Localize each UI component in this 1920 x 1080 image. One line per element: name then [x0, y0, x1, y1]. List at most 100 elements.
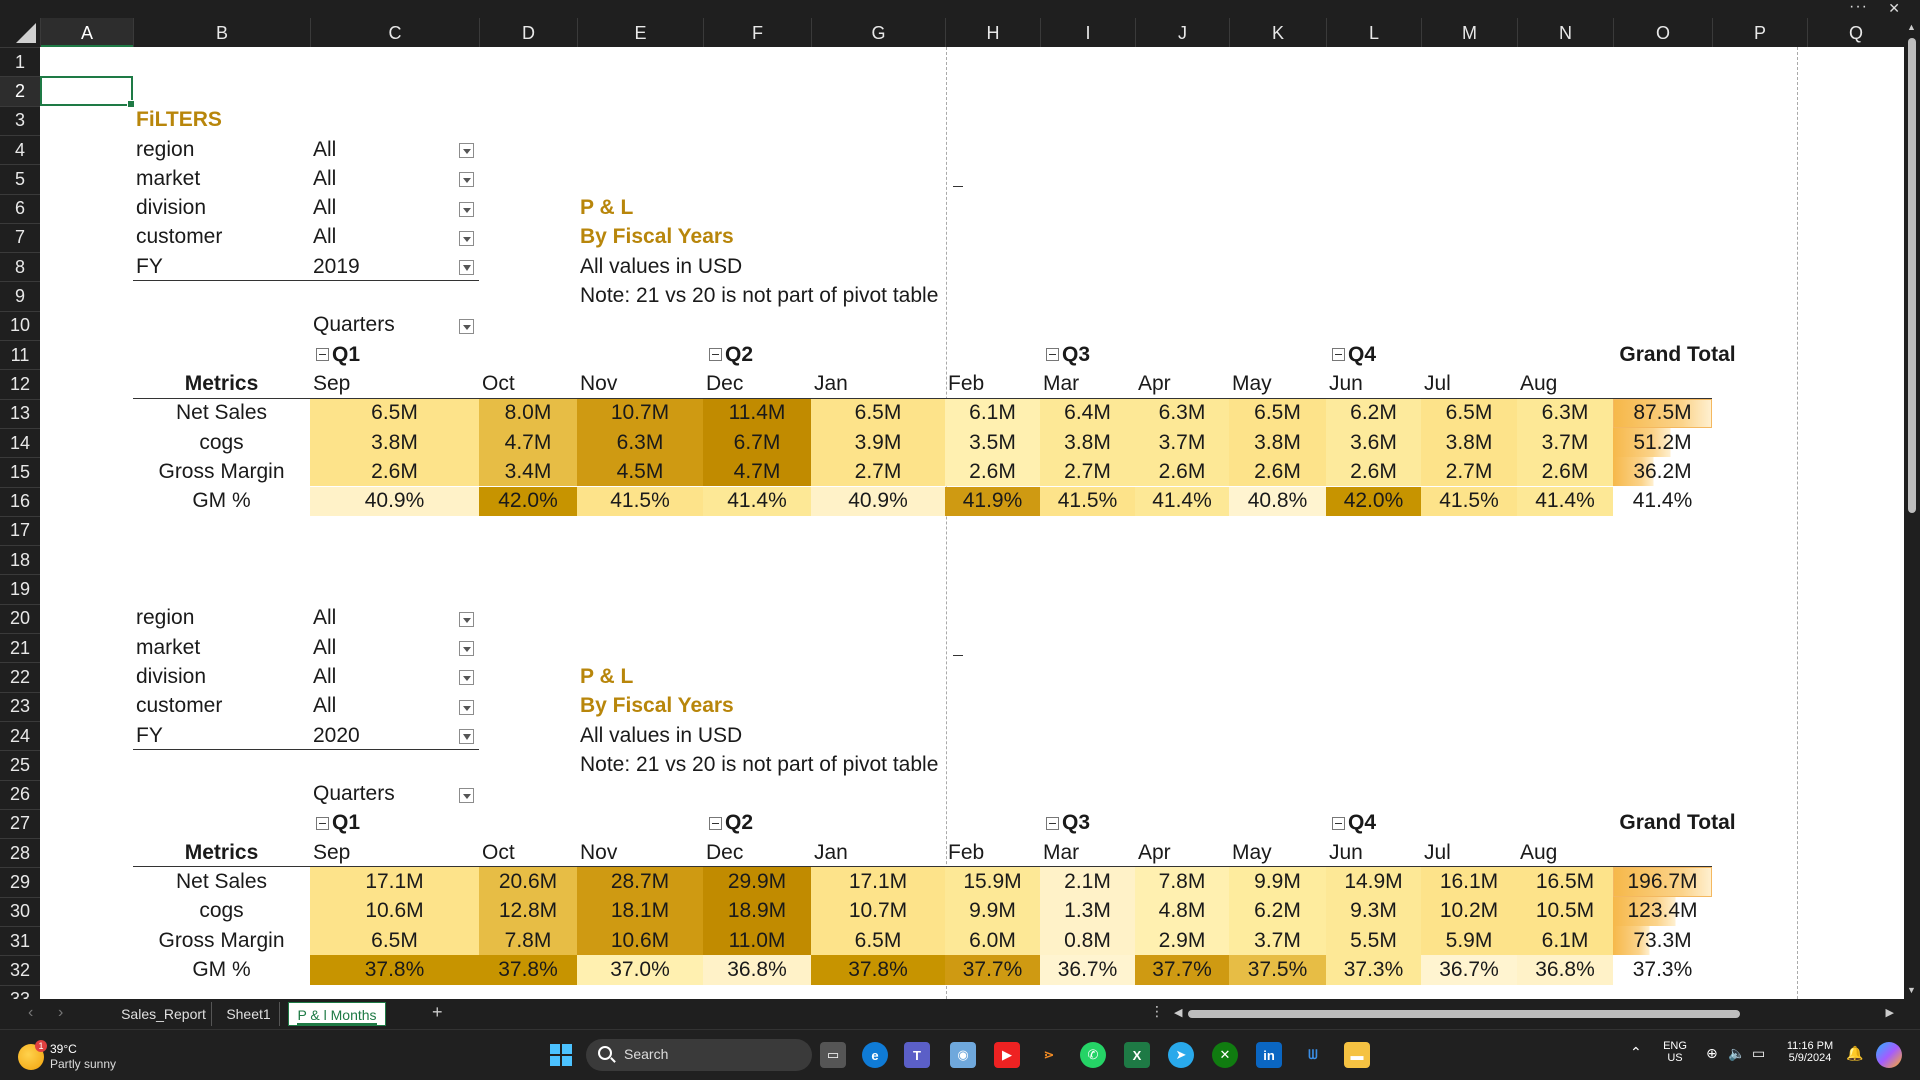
- pivot-value-cell[interactable]: 3.8M: [310, 427, 479, 458]
- pivot-value-cell[interactable]: 3.5M: [945, 427, 1040, 458]
- pivot-value-cell[interactable]: 4.7M: [703, 457, 811, 487]
- row-header-25[interactable]: 25: [0, 750, 40, 779]
- pivot-value-cell[interactable]: 41.4%: [1517, 486, 1613, 516]
- quarters-dropdown-icon[interactable]: [459, 318, 474, 334]
- pivot-value-cell[interactable]: 41.4%: [703, 486, 811, 516]
- pivot-value-cell[interactable]: 4.8M: [1135, 896, 1229, 926]
- pivot-value-cell[interactable]: 41.5%: [1040, 486, 1135, 516]
- xbox-icon[interactable]: ✕: [1212, 1042, 1238, 1068]
- pivot-value-cell[interactable]: 37.3%: [1326, 955, 1421, 985]
- pivot-value-cell[interactable]: 4.7M: [479, 427, 577, 458]
- pivot-value-cell[interactable]: 37.5%: [1229, 955, 1326, 985]
- excel-icon[interactable]: X: [1124, 1042, 1150, 1068]
- pivot-value-cell[interactable]: 10.6M: [310, 896, 479, 926]
- quarter-header-q2[interactable]: Q2: [709, 809, 753, 838]
- quarters-dropdown-icon[interactable]: [459, 787, 474, 803]
- pivot-value-cell[interactable]: 2.7M: [1421, 457, 1517, 487]
- month-header-aug[interactable]: Aug: [1520, 840, 1558, 864]
- row-header-4[interactable]: 4: [0, 134, 40, 164]
- month-header-apr[interactable]: Apr: [1138, 840, 1171, 864]
- quarter-header-q4[interactable]: Q4: [1332, 340, 1376, 369]
- pivot-value-cell[interactable]: 40.9%: [310, 486, 479, 516]
- volume-icon[interactable]: 🔈: [1728, 1045, 1746, 1061]
- month-header-feb[interactable]: Feb: [948, 840, 985, 864]
- pivot-value-cell[interactable]: 6.1M: [945, 398, 1040, 428]
- weather-widget[interactable]: 1 39°C Partly sunny: [18, 1040, 158, 1072]
- row-header-9[interactable]: 9: [0, 281, 40, 310]
- grand-total-value[interactable]: 51.2M: [1613, 427, 1712, 458]
- row-header-1[interactable]: 1: [0, 47, 40, 76]
- pivot-value-cell[interactable]: 6.2M: [1326, 398, 1421, 428]
- pivot-value-cell[interactable]: 6.3M: [577, 427, 703, 458]
- pivot-value-cell[interactable]: 15.9M: [945, 867, 1040, 897]
- pivot-value-cell[interactable]: 2.6M: [945, 457, 1040, 487]
- column-header-n[interactable]: N: [1517, 18, 1613, 47]
- filter-dropdown-icon[interactable]: [459, 670, 474, 686]
- pivot-value-cell[interactable]: 2.6M: [1135, 457, 1229, 487]
- row-header-14[interactable]: 14: [0, 427, 40, 457]
- column-header-f[interactable]: F: [703, 18, 811, 47]
- pivot-value-cell[interactable]: 14.9M: [1326, 867, 1421, 897]
- filter-dropdown-icon[interactable]: [459, 172, 474, 188]
- filter-value-customer[interactable]: All: [313, 225, 337, 249]
- more-options-icon[interactable]: ···: [1849, 0, 1868, 15]
- pivot-value-cell[interactable]: 6.1M: [1517, 926, 1613, 956]
- pivot-value-cell[interactable]: 10.7M: [577, 398, 703, 428]
- pivot-value-cell[interactable]: 16.1M: [1421, 867, 1517, 897]
- collapse-icon[interactable]: [1332, 816, 1345, 830]
- row-header-2[interactable]: 2: [0, 76, 40, 106]
- column-header-i[interactable]: I: [1040, 18, 1135, 47]
- column-header-c[interactable]: C: [310, 18, 479, 47]
- file-explorer-icon[interactable]: ▬: [1344, 1042, 1370, 1068]
- column-header-j[interactable]: J: [1135, 18, 1229, 47]
- pivot-value-cell[interactable]: 11.0M: [703, 926, 811, 956]
- scroll-up-icon[interactable]: ▲: [1907, 22, 1916, 32]
- collapse-icon[interactable]: [316, 816, 329, 830]
- column-header-l[interactable]: L: [1326, 18, 1421, 47]
- pivot-value-cell[interactable]: 5.9M: [1421, 926, 1517, 956]
- month-header-dec[interactable]: Dec: [706, 371, 744, 395]
- column-header-d[interactable]: D: [479, 18, 577, 47]
- month-header-sep[interactable]: Sep: [313, 371, 351, 395]
- pivot-value-cell[interactable]: 10.6M: [577, 926, 703, 956]
- pivot-value-cell[interactable]: 10.7M: [811, 896, 945, 926]
- month-header-may[interactable]: May: [1232, 371, 1272, 395]
- month-header-jul[interactable]: Jul: [1424, 840, 1451, 864]
- row-header-8[interactable]: 8: [0, 252, 40, 281]
- collapse-icon[interactable]: [1046, 816, 1059, 830]
- month-header-apr[interactable]: Apr: [1138, 371, 1171, 395]
- pivot-value-cell[interactable]: 2.1M: [1040, 867, 1135, 897]
- pivot-value-cell[interactable]: 4.5M: [577, 457, 703, 487]
- pivot-value-cell[interactable]: 2.6M: [1229, 457, 1326, 487]
- horizontal-scroll-thumb[interactable]: [1188, 1010, 1740, 1018]
- month-header-jun[interactable]: Jun: [1329, 371, 1363, 395]
- youtube-icon[interactable]: ▶: [994, 1042, 1020, 1068]
- column-header-a[interactable]: A: [40, 18, 133, 47]
- pivot-value-cell[interactable]: 41.4%: [1135, 486, 1229, 516]
- quarter-header-q3[interactable]: Q3: [1046, 809, 1090, 838]
- pivot-value-cell[interactable]: 10.2M: [1421, 896, 1517, 926]
- pivot-value-cell[interactable]: 28.7M: [577, 867, 703, 897]
- pivot-value-cell[interactable]: 36.8%: [703, 955, 811, 985]
- filter-dropdown-icon[interactable]: [459, 201, 474, 217]
- column-header-h[interactable]: H: [945, 18, 1040, 47]
- vertical-scroll-thumb[interactable]: [1908, 38, 1916, 513]
- filter-value-FY[interactable]: 2020: [313, 723, 360, 747]
- column-header-m[interactable]: M: [1421, 18, 1517, 47]
- sheet-tab-p-and-l-months[interactable]: P & l Months: [288, 1002, 386, 1026]
- quarter-header-q1[interactable]: Q1: [316, 809, 360, 838]
- pivot-value-cell[interactable]: 37.7%: [1135, 955, 1229, 985]
- row-header-19[interactable]: 19: [0, 574, 40, 603]
- pivot-value-cell[interactable]: 18.9M: [703, 896, 811, 926]
- filter-dropdown-icon[interactable]: [459, 641, 474, 656]
- collapse-icon[interactable]: [709, 816, 722, 830]
- quarter-header-q4[interactable]: Q4: [1332, 809, 1376, 838]
- close-icon[interactable]: ✕: [1888, 0, 1900, 16]
- row-header-7[interactable]: 7: [0, 222, 40, 252]
- pivot-value-cell[interactable]: 9.3M: [1326, 896, 1421, 926]
- copilot-icon[interactable]: [1876, 1042, 1902, 1068]
- tab-split-handle-icon[interactable]: ⋮: [1150, 1003, 1164, 1019]
- pivot-value-cell[interactable]: 3.9M: [811, 427, 945, 458]
- filter-value-division[interactable]: All: [313, 664, 337, 688]
- quarter-header-q3[interactable]: Q3: [1046, 340, 1090, 369]
